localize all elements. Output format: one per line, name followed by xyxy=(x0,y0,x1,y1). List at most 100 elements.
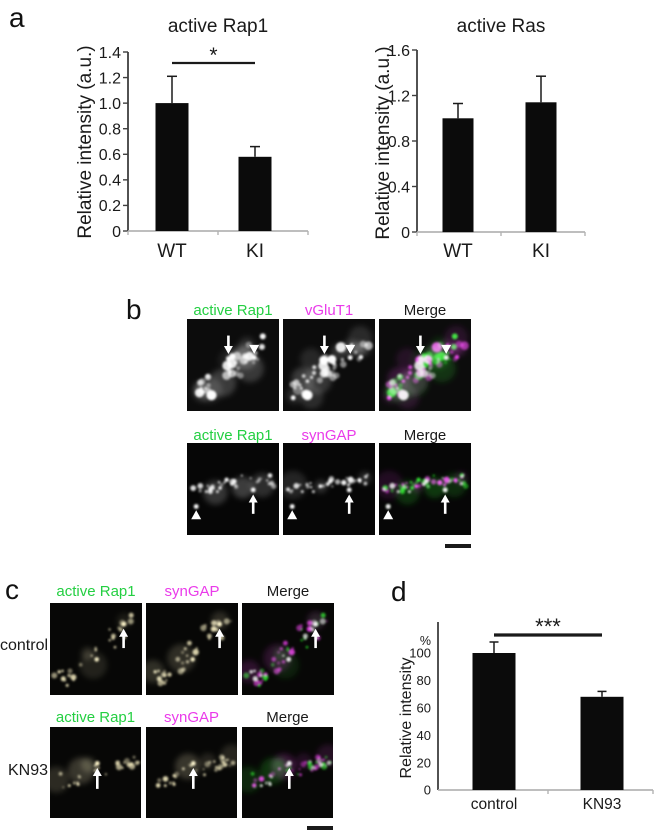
micrograph-title-merge: Merge xyxy=(266,583,310,600)
micrograph-b-row1-col1 xyxy=(187,319,279,411)
micrograph-c-row2-col1 xyxy=(43,727,141,818)
x-category-label: WT xyxy=(443,241,473,262)
micrograph-c-row1-col2 xyxy=(141,603,238,695)
x-category-label: control xyxy=(471,796,518,813)
micrograph-b-row1-col3 xyxy=(379,319,471,411)
micrograph-title-merge: Merge xyxy=(403,427,447,444)
y-tick-label: 100 xyxy=(409,646,431,661)
arrowhead-marker xyxy=(345,344,356,354)
micrograph-title-active-rap1: active Rap1 xyxy=(55,709,136,726)
micrograph-title-merge: Merge xyxy=(266,709,309,726)
micrograph-image xyxy=(146,727,243,818)
y-tick-label: 80 xyxy=(417,673,431,688)
micrograph-image xyxy=(235,727,339,818)
micrograph-image xyxy=(50,603,142,695)
panel-b-label: b xyxy=(126,294,142,325)
arrow-marker xyxy=(119,628,129,637)
y-tick-label: 0.6 xyxy=(99,147,121,164)
arrow-marker xyxy=(188,767,198,776)
arrowhead-marker xyxy=(287,510,298,520)
y-tick-label: 60 xyxy=(417,700,431,715)
y-tick-label: 1.6 xyxy=(388,43,410,60)
micrograph-title-merge: Merge xyxy=(403,302,447,319)
micrograph-title-active-rap1: active Rap1 xyxy=(193,427,273,444)
micrograph-image xyxy=(187,319,279,411)
micrograph-c-row1-col1 xyxy=(50,603,142,695)
micrograph-c-row1-col3 xyxy=(237,603,334,695)
y-tick-label: 0.8 xyxy=(99,121,121,138)
panel-d-label: d xyxy=(391,576,407,607)
micrograph-image xyxy=(237,603,334,695)
y-tick-label: 0.4 xyxy=(99,173,121,190)
micrograph-image xyxy=(141,603,238,695)
micrograph-c-row2-col2 xyxy=(146,727,243,818)
y-tick-label: 0 xyxy=(424,783,431,798)
scale-bar xyxy=(307,826,333,830)
bar-KI xyxy=(238,156,272,231)
bar-KI xyxy=(525,102,557,232)
bar-control xyxy=(472,653,516,790)
row-label-control: control xyxy=(0,637,49,654)
arrow-marker xyxy=(311,628,321,637)
micrograph-title-vglut1: vGluT1 xyxy=(304,302,354,319)
chart-svg: active Rap1 Relative intensity (a.u.) 1.4 1… xyxy=(75,16,309,262)
x-category-label: KI xyxy=(532,241,550,262)
chart-title: active Rap1 xyxy=(168,16,268,37)
y-tick-label: 0 xyxy=(112,224,121,241)
arrowhead-marker xyxy=(441,344,452,354)
arrow-marker xyxy=(415,345,425,354)
y-tick-label: 0 xyxy=(401,225,410,242)
y-axis-label: Relative intensity (a.u.) xyxy=(75,45,96,238)
row-label-kn93: KN93 xyxy=(7,762,48,779)
bar-WT xyxy=(442,118,474,233)
micrograph-image xyxy=(279,443,375,535)
y-tick-label: 20 xyxy=(417,755,431,770)
micrograph-title-active-rap1: active Rap1 xyxy=(56,583,136,600)
x-category-label: KN93 xyxy=(583,796,622,813)
arrow-marker xyxy=(440,494,450,503)
arrow-marker xyxy=(215,628,225,637)
micrograph-image xyxy=(43,727,141,818)
micrograph-title-syngap: synGAP xyxy=(301,427,357,444)
micrograph-c-row2-col3 xyxy=(235,727,339,818)
bar-WT xyxy=(155,103,189,231)
arrow-marker xyxy=(92,767,102,776)
y-axis-label: Relative intensity (a.u.) xyxy=(373,46,394,239)
bar-chart-active-ras: active Ras Relative intensity (a.u.) 1.6 1.… xyxy=(355,8,660,275)
panel-c-label: c xyxy=(5,574,19,605)
y-tick-label: 0.4 xyxy=(388,179,410,196)
y-tick-label: 0.8 xyxy=(388,134,410,151)
x-category-label: KI xyxy=(246,241,264,262)
micrograph-title-active-rap1: active Rap1 xyxy=(193,302,273,319)
micrograph-image xyxy=(283,319,375,411)
bar-chart-relative-intensity: Relative intensity% 100 80 60 40 20 0 control KN… xyxy=(398,602,660,833)
arrowhead-marker xyxy=(191,510,202,520)
significance-stars: * xyxy=(209,44,217,67)
arrow-marker xyxy=(223,345,233,354)
chart-title: active Ras xyxy=(457,16,546,37)
arrow-marker xyxy=(319,345,329,354)
y-axis-unit: % xyxy=(420,634,431,648)
micrograph-b-row1-col2 xyxy=(283,319,375,411)
scale-bar xyxy=(445,544,471,548)
chart-svg: active Ras Relative intensity (a.u.)1.6 1.… xyxy=(373,16,586,262)
y-tick-label: 1.0 xyxy=(99,96,121,113)
micrograph-image xyxy=(375,443,471,535)
micrograph-b-row2-col3 xyxy=(375,443,471,535)
micrograph-title-syngap: synGAP xyxy=(163,709,220,726)
micrograph-b-row2-col2 xyxy=(279,443,375,535)
chart-svg: Relative intensity%100 80 60 40 20 0 control KN… xyxy=(398,614,654,813)
panel-a-label: a xyxy=(9,2,25,33)
y-tick-label: 1.4 xyxy=(99,45,121,62)
y-tick-label: 1.2 xyxy=(388,88,410,105)
bar-KN93 xyxy=(580,696,624,790)
x-category-label: WT xyxy=(157,241,187,262)
arrow-marker xyxy=(344,494,354,503)
arrowhead-marker xyxy=(249,344,260,354)
micrograph-b-row2-col1 xyxy=(187,443,279,535)
micrograph-image xyxy=(379,319,471,411)
y-tick-label: 1.2 xyxy=(99,70,121,87)
y-tick-label: 40 xyxy=(417,728,431,743)
arrow-marker xyxy=(284,767,294,776)
